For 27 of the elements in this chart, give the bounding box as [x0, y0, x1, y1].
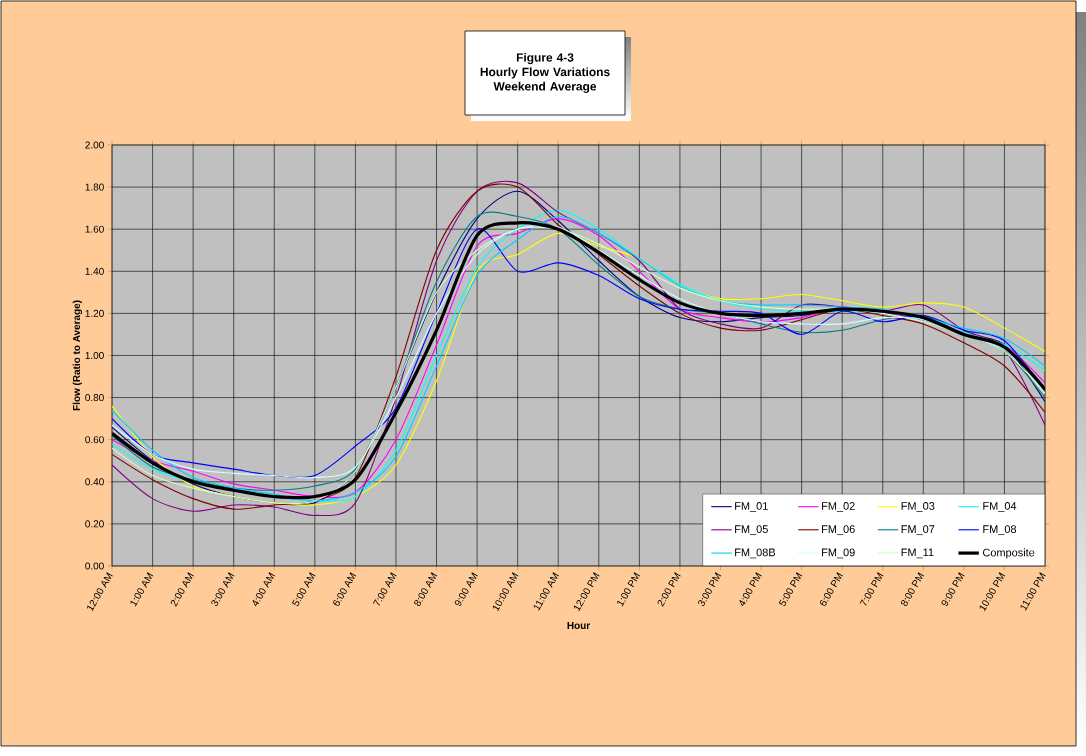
y-tick-label: 1.80	[85, 183, 104, 191]
legend-label: FM_04	[983, 502, 1017, 512]
legend-label: FM_08B	[735, 548, 776, 559]
x-axis-title: Hour	[567, 622, 590, 629]
y-tick-label: 1.20	[85, 309, 104, 317]
y-tick-label: 0.20	[85, 520, 104, 528]
legend-label: FM_02	[822, 502, 855, 512]
legend-label: Composite	[983, 548, 1035, 559]
legend-label: FM_06	[822, 525, 855, 536]
y-tick-label: 0.40	[85, 478, 104, 486]
legend-label: FM_01	[735, 502, 768, 512]
legend-label: FM_09	[822, 548, 855, 559]
chart-title: Figure 4-3	[516, 52, 574, 65]
y-tick-label: 1.00	[85, 351, 104, 360]
legend-label: FM_11	[901, 548, 934, 559]
y-tick-label: 0.80	[85, 394, 104, 402]
y-tick-label: 0.00	[85, 562, 104, 570]
y-tick-label: 1.40	[85, 267, 104, 275]
chart-subtitle: Hourly Flow Variations Weekend Average	[480, 67, 610, 94]
y-axis-title: Flow (Ratio to Average)	[72, 300, 82, 411]
legend-label: FM_05	[735, 525, 768, 536]
legend-label: FM_07	[901, 525, 935, 536]
legend-label: FM_08	[983, 525, 1017, 536]
y-tick-label: 0.60	[85, 436, 104, 444]
y-tick-label: 1.60	[85, 225, 104, 233]
y-tick-label: 2.00	[85, 141, 104, 149]
legend-label: FM_03	[901, 502, 935, 512]
